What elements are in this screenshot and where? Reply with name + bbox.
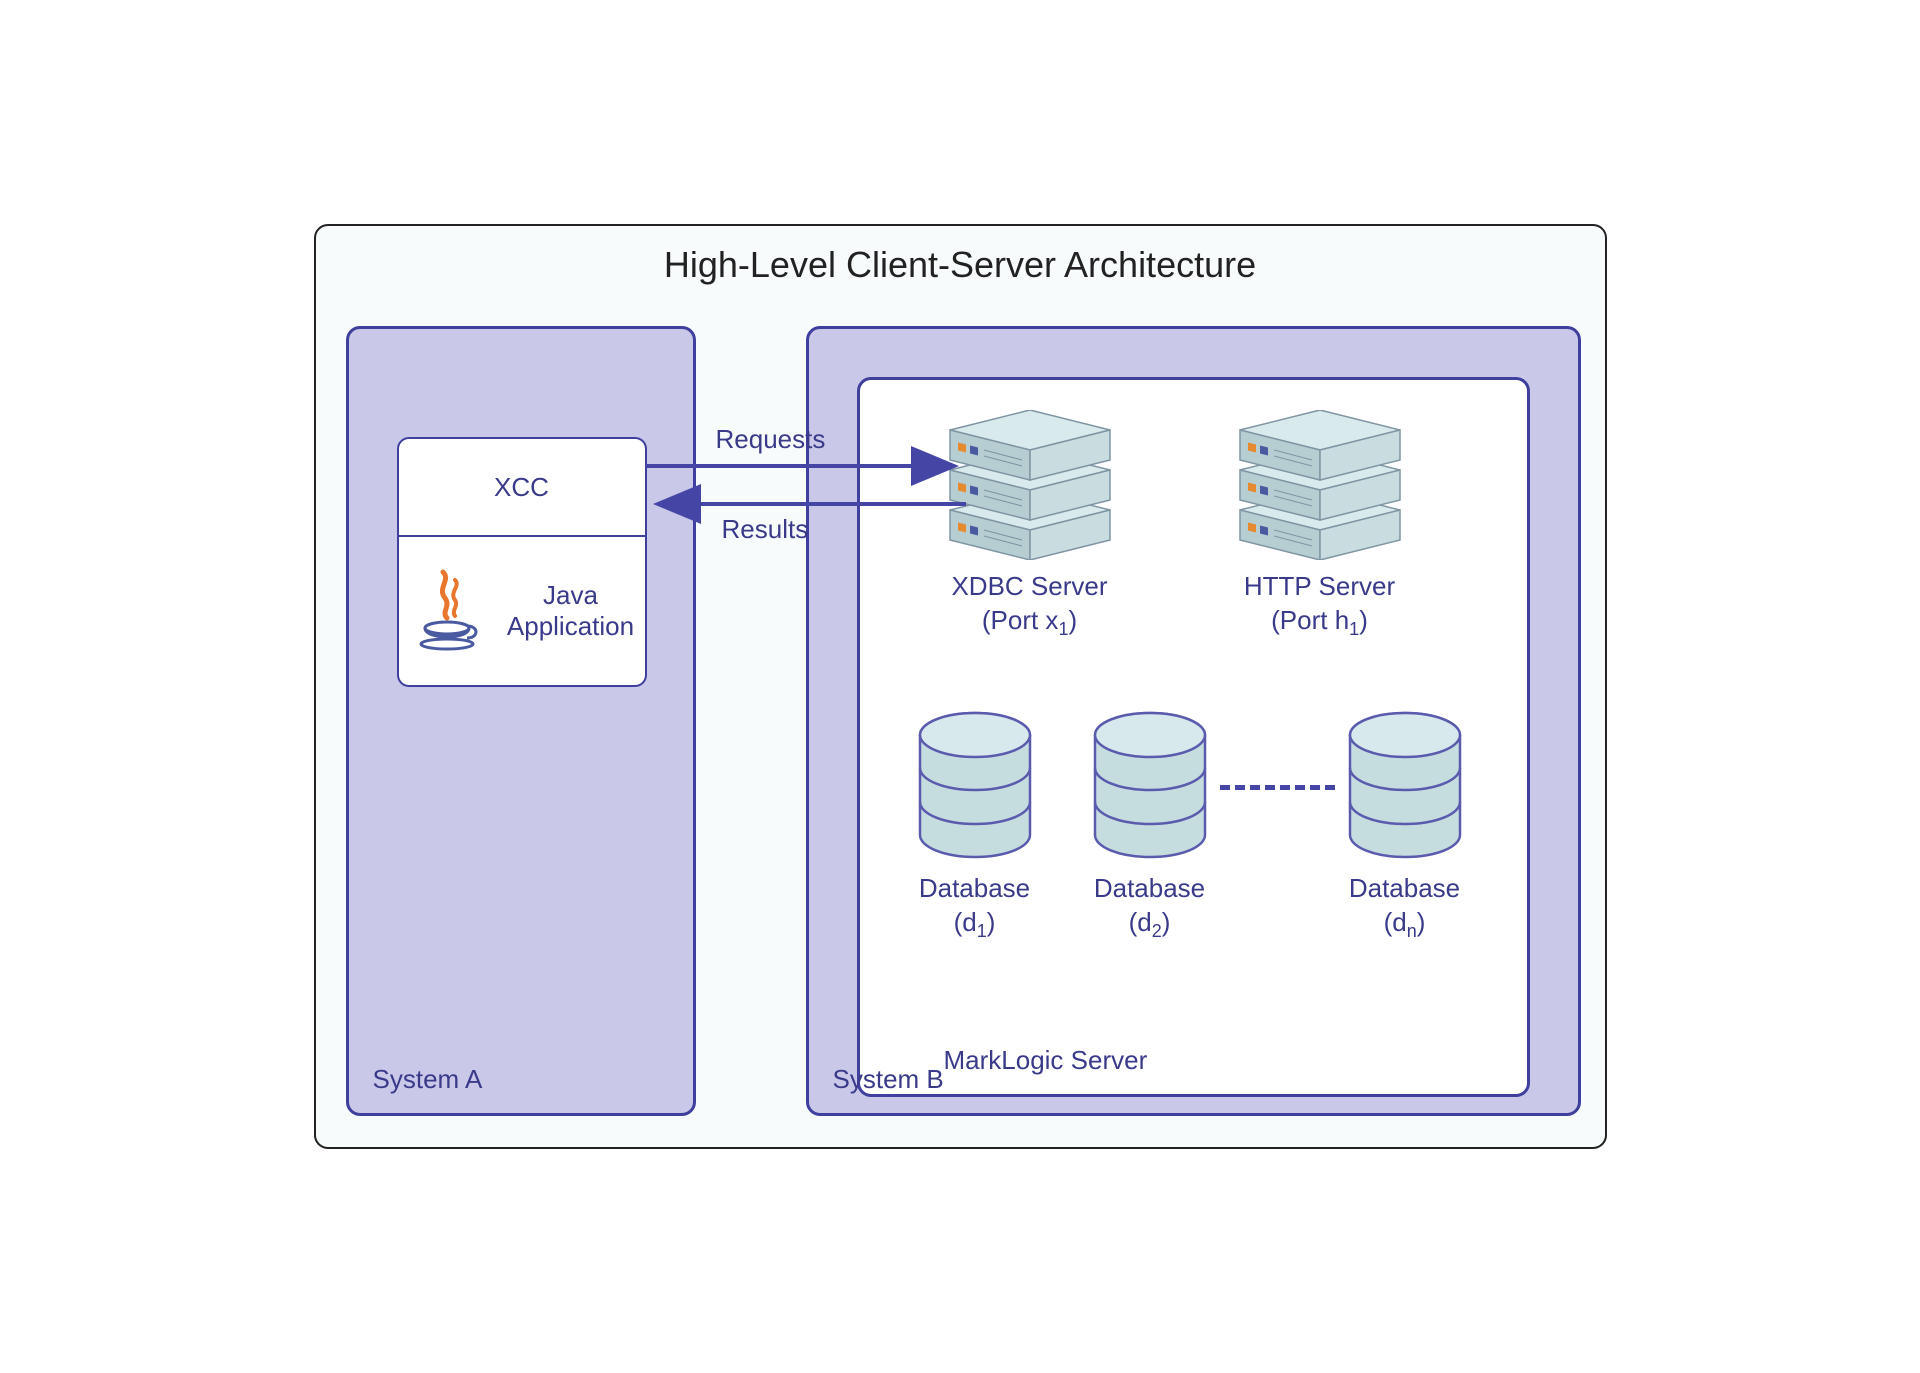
- xdbc-server-label: XDBC Server (Port x1): [951, 570, 1107, 641]
- ellipsis-dashes: [1220, 785, 1335, 790]
- http-server-label: HTTP Server (Port h1): [1244, 570, 1395, 641]
- database-icon: [1085, 710, 1215, 860]
- diagram-title: High-Level Client-Server Architecture: [316, 244, 1605, 286]
- marklogic-label: MarkLogic Server: [944, 1045, 1148, 1076]
- xcc-label: XCC: [494, 472, 549, 503]
- http-server-group: HTTP Server (Port h1): [1230, 410, 1410, 641]
- java-app-box: Java Application: [397, 537, 647, 687]
- requests-arrow: [646, 456, 966, 476]
- system-b-box: XDBC Server (Port x1): [806, 326, 1581, 1116]
- database-icon: [1340, 710, 1470, 860]
- server-stack-icon: [1230, 410, 1410, 560]
- results-label: Results: [722, 514, 809, 545]
- xdbc-server-group: XDBC Server (Port x1): [940, 410, 1120, 641]
- database-1-group: Database (d1): [910, 710, 1040, 943]
- system-b-label: System B: [833, 1064, 944, 1095]
- marklogic-server-box: XDBC Server (Port x1): [857, 377, 1530, 1097]
- database-2-group: Database (d2): [1085, 710, 1215, 943]
- database-n-group: Database (dn): [1340, 710, 1470, 943]
- database-n-label: Database (dn): [1349, 872, 1460, 943]
- requests-label: Requests: [716, 424, 826, 455]
- server-stack-icon: [940, 410, 1120, 560]
- xcc-box: XCC: [397, 437, 647, 537]
- database-1-label: Database (d1): [919, 872, 1030, 943]
- system-a-box: XCC Java Application System A: [346, 326, 696, 1116]
- client-stack: XCC Java Application: [397, 437, 647, 687]
- diagram-canvas: High-Level Client-Server Architecture XC…: [314, 224, 1607, 1149]
- results-arrow: [646, 494, 966, 514]
- system-a-label: System A: [373, 1064, 483, 1095]
- database-icon: [910, 710, 1040, 860]
- database-2-label: Database (d2): [1094, 872, 1205, 943]
- java-icon: [417, 566, 481, 656]
- java-app-label: Java Application: [497, 580, 645, 642]
